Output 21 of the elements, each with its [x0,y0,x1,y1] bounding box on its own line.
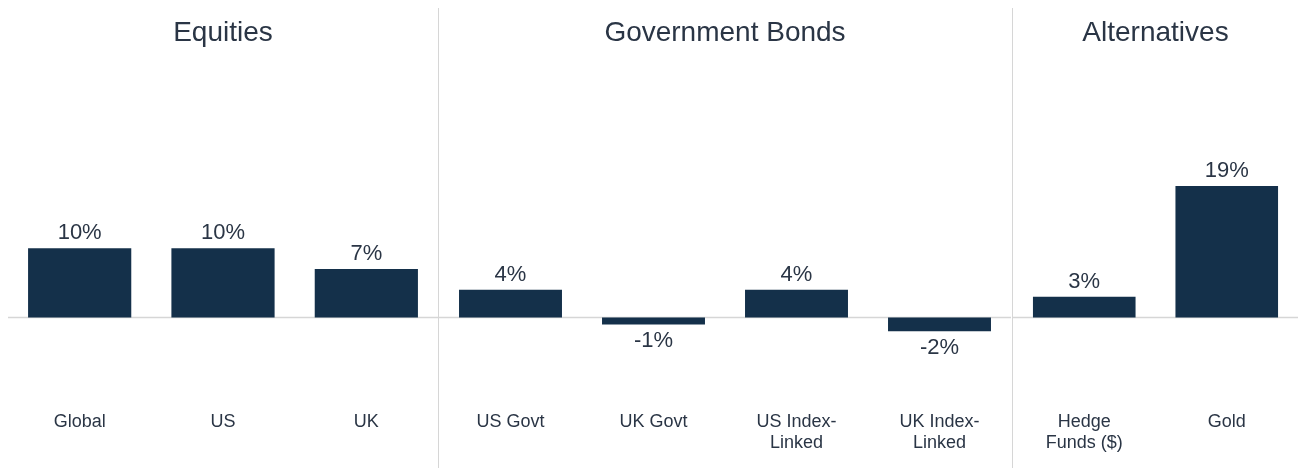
data-label: 19% [1204,157,1249,182]
x-tick-label: US Govt [476,410,545,431]
x-tick-label: Global [53,410,106,431]
x-tick-label: US [210,410,236,431]
x-tick-label: UK Index-Linked [899,410,980,453]
x-tick-label: US Index-Linked [756,410,837,453]
data-label: 4% [780,260,813,286]
data-label: 10% [57,219,102,245]
x-tick-label: Hedge Funds ($) [1045,410,1123,453]
data-label: -2% [919,334,960,360]
data-label: 3% [1068,267,1101,293]
data-label: 7% [350,240,383,266]
data-label: 4% [494,260,527,286]
data-label: 10% [200,219,246,245]
x-tick-label: UK Govt [619,410,688,431]
data-label: -1% [633,327,674,353]
chart-title: Government Bonds [604,15,846,47]
x-tick-label: Gold [1207,410,1246,431]
chart-title: Alternatives [1082,15,1229,47]
x-tick-label: UK [353,410,379,431]
chart-title: Equities [173,15,273,47]
